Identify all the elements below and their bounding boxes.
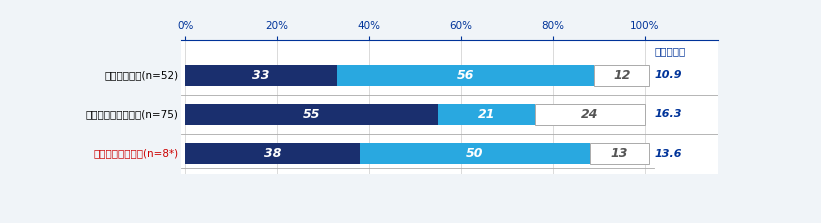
Text: 38: 38 <box>264 147 282 160</box>
Bar <box>186 143 360 164</box>
Bar <box>534 104 644 125</box>
Bar <box>186 65 337 86</box>
Text: 21: 21 <box>478 108 495 121</box>
Text: 交通事故による被害(n=75): 交通事故による被害(n=75) <box>85 109 178 120</box>
Text: 24: 24 <box>581 108 599 121</box>
Bar <box>594 65 649 86</box>
Text: 50: 50 <box>466 147 484 160</box>
Text: 殺人・傅害等(n=52): 殺人・傅害等(n=52) <box>104 70 178 80</box>
Bar <box>360 143 589 164</box>
Text: 性犯罪による被害(n=8*): 性犯罪による被害(n=8*) <box>94 149 178 159</box>
Bar <box>337 65 594 86</box>
Text: 55: 55 <box>303 108 320 121</box>
Text: 12: 12 <box>613 69 631 82</box>
Text: 13.6: 13.6 <box>654 149 681 159</box>
Bar <box>186 104 438 125</box>
Text: 13: 13 <box>611 147 628 160</box>
Bar <box>438 104 534 125</box>
Bar <box>589 143 649 164</box>
Text: 33: 33 <box>252 69 270 82</box>
Text: 10.9: 10.9 <box>654 70 681 80</box>
Text: 平均合計値: 平均合計値 <box>654 46 686 56</box>
Text: 16.3: 16.3 <box>654 109 681 120</box>
Text: 56: 56 <box>456 69 475 82</box>
